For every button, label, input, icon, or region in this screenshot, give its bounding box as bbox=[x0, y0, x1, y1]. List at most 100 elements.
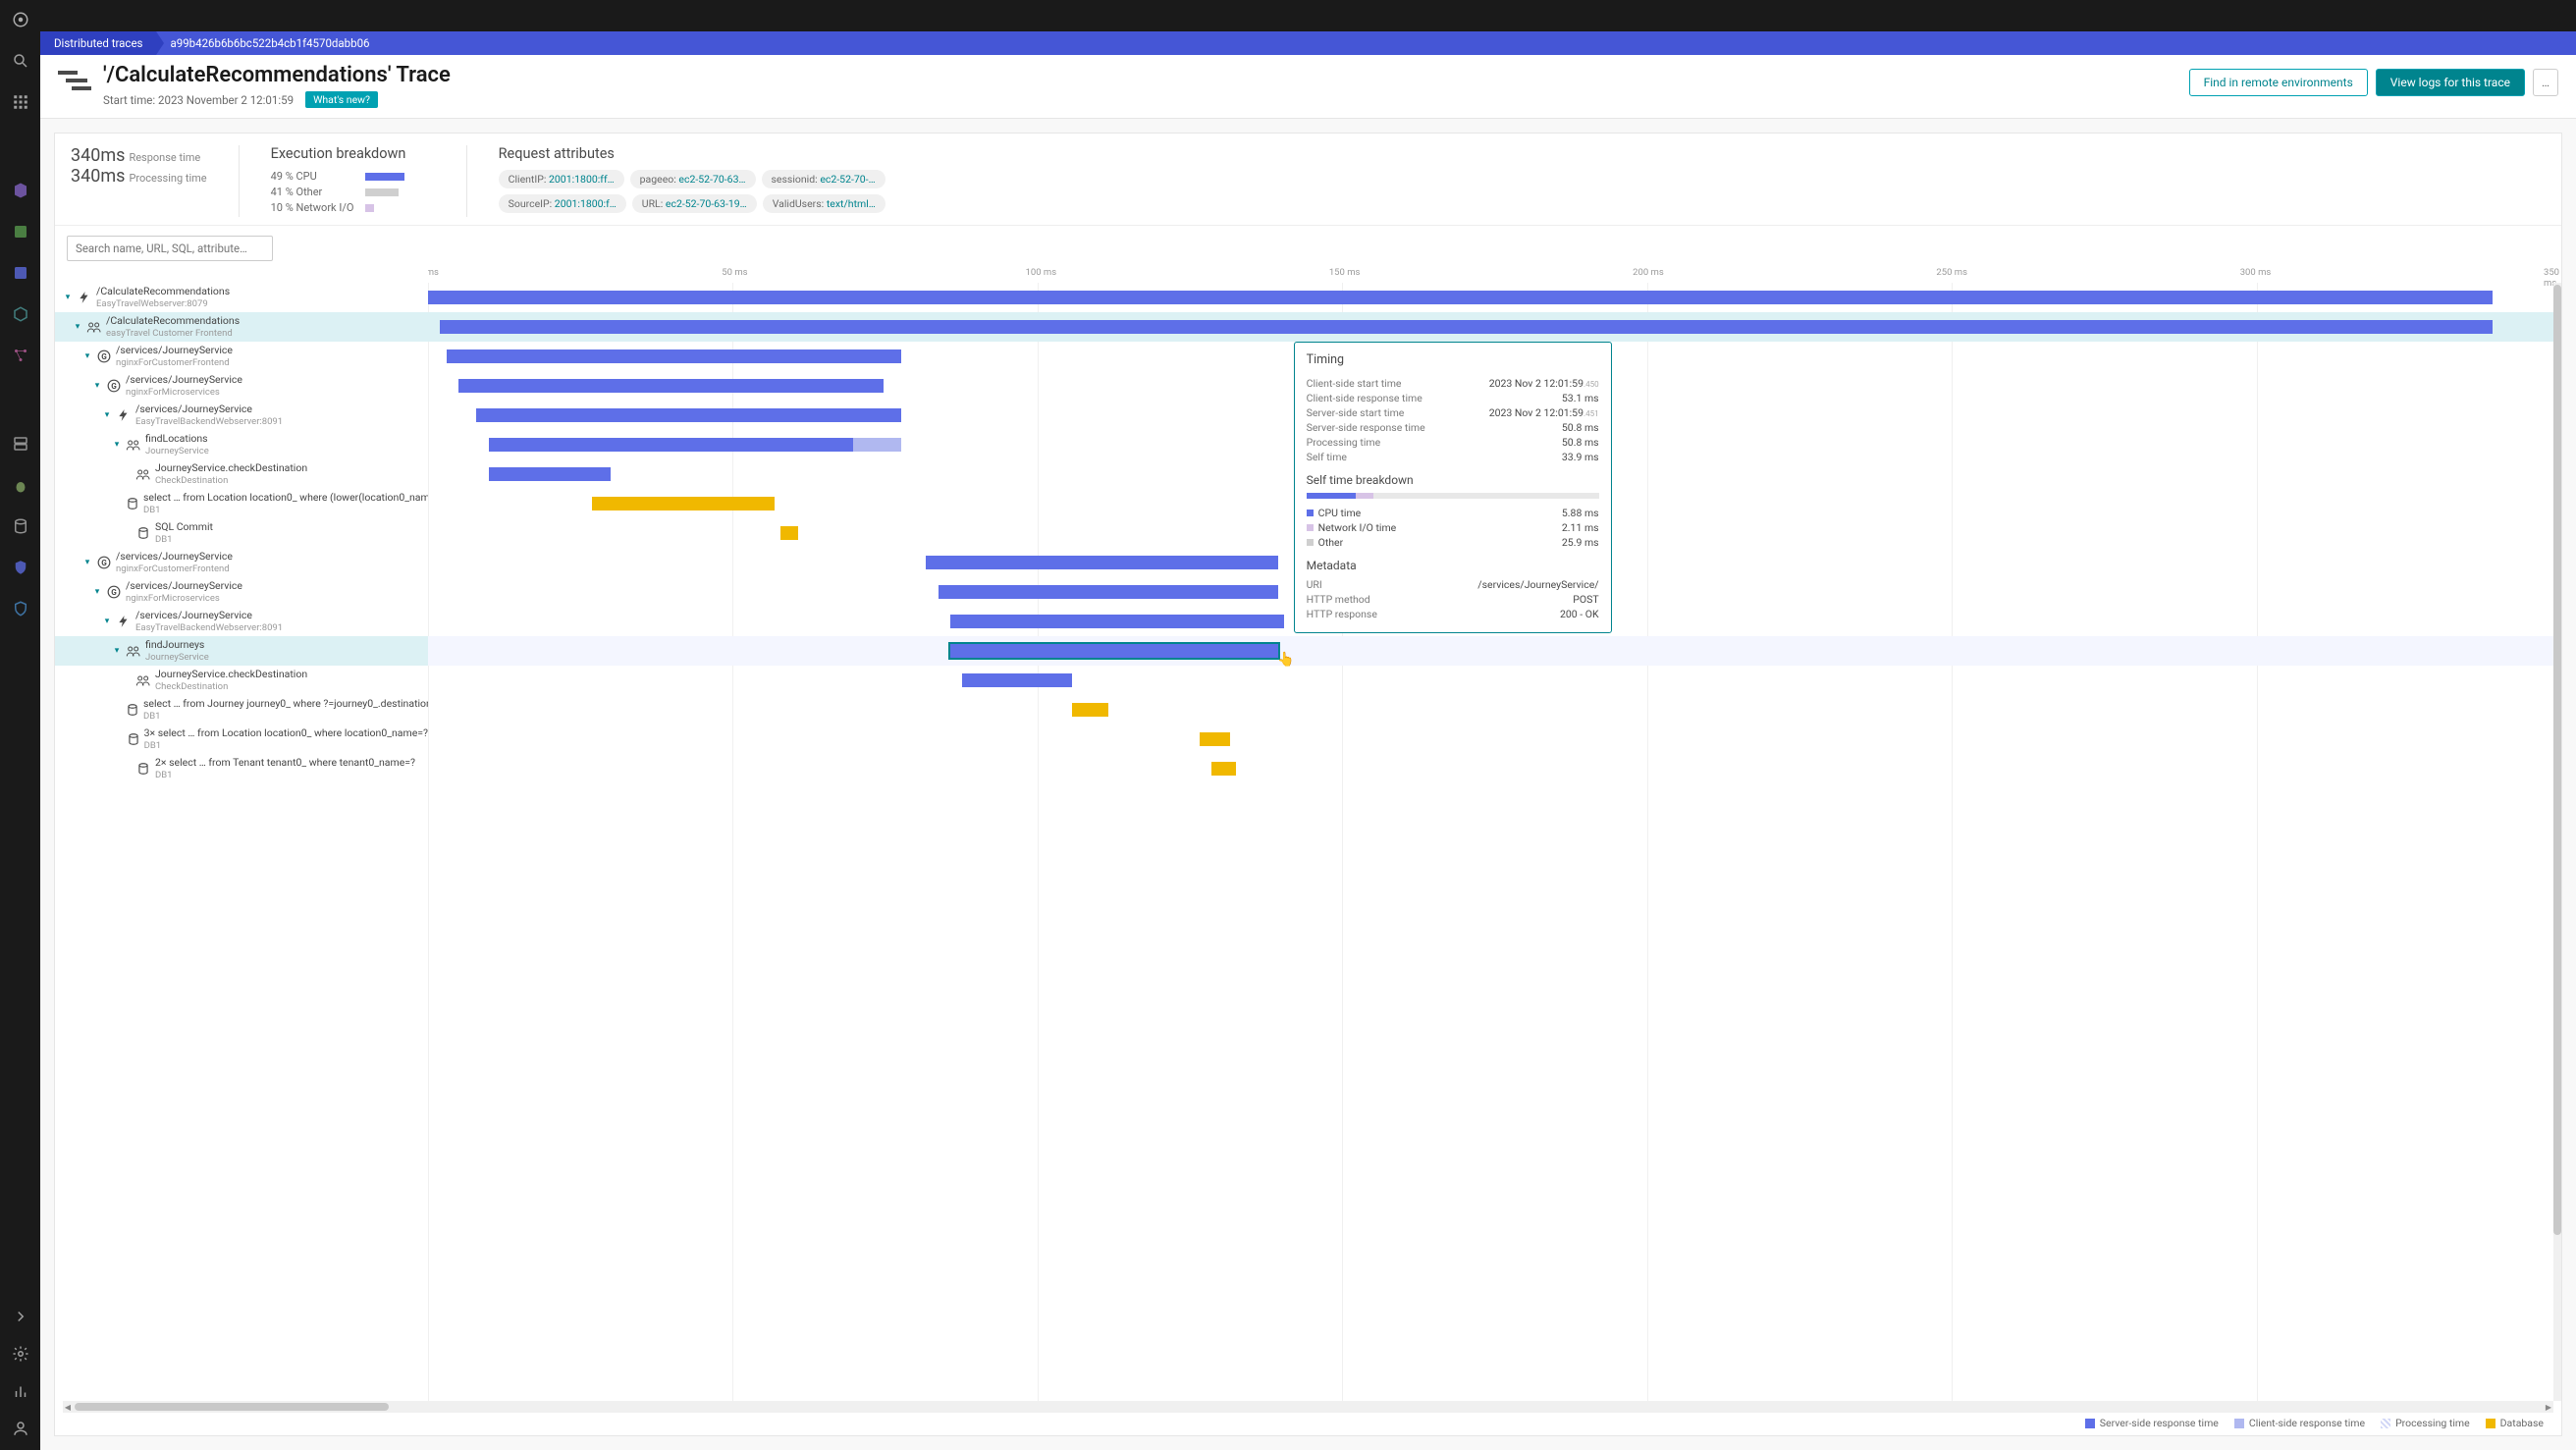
request-attributes-title: Request attributes bbox=[499, 145, 886, 162]
span-tree-row[interactable]: JourneyService.checkDestination CheckDes… bbox=[55, 666, 428, 695]
chevron-down-icon[interactable]: ▾ bbox=[82, 558, 92, 567]
span-bar[interactable] bbox=[939, 585, 1278, 599]
span-bar[interactable] bbox=[1072, 703, 1108, 717]
chevron-down-icon[interactable]: ▾ bbox=[102, 410, 112, 420]
nav-cube-icon[interactable] bbox=[9, 179, 32, 202]
span-bar[interactable] bbox=[926, 556, 1278, 569]
span-bar[interactable] bbox=[780, 526, 799, 540]
nav-lock-icon[interactable] bbox=[9, 597, 32, 620]
nav-dashboard-icon[interactable] bbox=[9, 261, 32, 285]
chevron-down-icon[interactable]: ▾ bbox=[63, 293, 73, 302]
attribute-chip[interactable]: URL: ec2-52-70-63-19… bbox=[632, 194, 757, 213]
axis-tick: 0 ms bbox=[428, 267, 439, 278]
attribute-chip[interactable]: pageeo: ec2-52-70-63… bbox=[630, 170, 756, 188]
span-bar[interactable] bbox=[1200, 732, 1230, 746]
view-logs-button[interactable]: View logs for this trace bbox=[2376, 69, 2525, 96]
span-bar[interactable] bbox=[447, 349, 902, 363]
span-name: select … from Location location0_ where … bbox=[143, 492, 428, 505]
span-bar[interactable] bbox=[592, 497, 775, 510]
span-tree-row[interactable]: select … from Journey journey0_ where ?=… bbox=[55, 695, 428, 725]
span-bar[interactable] bbox=[489, 438, 853, 452]
popup-key: HTTP response bbox=[1307, 608, 1377, 620]
attribute-chip[interactable]: sessionid: ec2-52-70-… bbox=[762, 170, 886, 188]
span-bar[interactable] bbox=[489, 467, 611, 481]
more-button[interactable]: … bbox=[2533, 69, 2558, 96]
span-tree-row[interactable]: ▾ G /services/JourneyService nginxForCus… bbox=[55, 548, 428, 577]
span-tree-row[interactable]: JourneyService.checkDestination CheckDes… bbox=[55, 459, 428, 489]
popup-key: Server-side start time bbox=[1307, 406, 1405, 419]
popup-key: Self time bbox=[1307, 451, 1347, 463]
nav-health-icon[interactable] bbox=[9, 220, 32, 243]
span-bar[interactable] bbox=[428, 291, 2493, 304]
whats-new-badge[interactable]: What's new? bbox=[305, 91, 378, 108]
breadcrumb-root[interactable]: Distributed traces bbox=[40, 31, 156, 55]
nav-db-icon[interactable] bbox=[9, 514, 32, 538]
span-tree-row[interactable]: 3× select … from Location location0_ whe… bbox=[55, 725, 428, 754]
search-icon[interactable] bbox=[9, 49, 32, 73]
span-service: CheckDestination bbox=[155, 681, 307, 692]
timing-popup: TimingClient-side start time2023 Nov 2 1… bbox=[1294, 342, 1612, 633]
span-type-icon bbox=[86, 319, 102, 335]
span-type-icon bbox=[135, 761, 151, 777]
apps-icon[interactable] bbox=[9, 90, 32, 114]
nav-hex-icon[interactable] bbox=[9, 302, 32, 326]
expand-icon[interactable] bbox=[9, 1305, 32, 1328]
span-tree-row[interactable]: ▾ findLocations JourneyService bbox=[55, 430, 428, 459]
span-tree-row[interactable]: 2× select … from Tenant tenant0_ where t… bbox=[55, 754, 428, 783]
stats-icon[interactable] bbox=[9, 1379, 32, 1403]
logo-icon[interactable] bbox=[9, 8, 32, 31]
span-service: easyTravel Customer Frontend bbox=[106, 328, 240, 339]
span-bar[interactable] bbox=[440, 320, 2493, 334]
user-icon[interactable] bbox=[9, 1417, 32, 1440]
chevron-down-icon[interactable]: ▾ bbox=[82, 351, 92, 361]
chevron-down-icon[interactable]: ▾ bbox=[112, 646, 122, 656]
chevron-down-icon[interactable]: ▾ bbox=[92, 587, 102, 597]
popup-self-title: Self time breakdown bbox=[1307, 473, 1599, 487]
nav-shield-icon[interactable] bbox=[9, 556, 32, 579]
settings-icon[interactable] bbox=[9, 1342, 32, 1366]
span-tree-row[interactable]: ▾ G /services/JourneyService nginxForCus… bbox=[55, 342, 428, 371]
find-remote-button[interactable]: Find in remote environments bbox=[2189, 69, 2368, 96]
nav-server-icon[interactable] bbox=[9, 432, 32, 456]
span-type-icon bbox=[126, 437, 141, 453]
processing-time-value: 340ms bbox=[71, 166, 125, 187]
span-bar[interactable] bbox=[476, 408, 901, 422]
span-bar[interactable] bbox=[962, 673, 1071, 687]
span-tree: ▾ /CalculateRecommendations EasyTravelWe… bbox=[55, 265, 428, 1401]
nav-pear-icon[interactable] bbox=[9, 473, 32, 497]
span-tree-row[interactable]: ▾ /CalculateRecommendations EasyTravelWe… bbox=[55, 283, 428, 312]
trace-panel: 340msResponse time 340msProcessing time … bbox=[54, 133, 2562, 1436]
chevron-down-icon[interactable]: ▾ bbox=[73, 322, 82, 332]
attribute-chip[interactable]: ClientIP: 2001:1800:ff… bbox=[499, 170, 624, 188]
span-tree-row[interactable]: SQL Commit DB1 bbox=[55, 518, 428, 548]
span-name: JourneyService.checkDestination bbox=[155, 462, 307, 475]
axis-tick: 250 ms bbox=[1936, 267, 1967, 278]
chevron-down-icon[interactable]: ▾ bbox=[112, 440, 122, 450]
chevron-down-icon[interactable]: ▾ bbox=[102, 617, 112, 626]
breadcrumb-trace-id[interactable]: a99b426b6b6bc522b4cb1f4570dabb06 bbox=[156, 31, 383, 55]
chevron-down-icon[interactable]: ▾ bbox=[92, 381, 102, 391]
trace-icon bbox=[58, 67, 91, 98]
span-tree-row[interactable]: ▾ G /services/JourneyService nginxForMic… bbox=[55, 577, 428, 607]
nav-graph-icon[interactable] bbox=[9, 344, 32, 367]
attribute-chip[interactable]: SourceIP: 2001:1800:f… bbox=[499, 194, 626, 213]
gantt-chart: 0 ms50 ms100 ms150 ms200 ms250 ms300 ms3… bbox=[428, 265, 2561, 1401]
span-tree-row[interactable]: ▾ findJourneys JourneyService bbox=[55, 636, 428, 666]
search-input[interactable] bbox=[67, 236, 273, 261]
vertical-scrollbar[interactable] bbox=[2553, 283, 2561, 1401]
span-tree-row[interactable]: ▾ /services/JourneyService EasyTravelBac… bbox=[55, 401, 428, 430]
span-bar[interactable] bbox=[950, 615, 1284, 628]
self-time-bar bbox=[1307, 493, 1599, 499]
span-tree-row[interactable]: ▾ /services/JourneyService EasyTravelBac… bbox=[55, 607, 428, 636]
attribute-chip[interactable]: ValidUsers: text/html… bbox=[763, 194, 886, 213]
horizontal-scrollbar[interactable]: ◀ ▶ bbox=[63, 1401, 2553, 1413]
span-name: /CalculateRecommendations bbox=[96, 286, 230, 298]
span-bar[interactable] bbox=[1211, 762, 1236, 776]
span-bar[interactable] bbox=[950, 644, 1278, 658]
svg-text:G: G bbox=[101, 351, 107, 361]
span-bar[interactable] bbox=[458, 379, 884, 393]
span-tree-row[interactable]: select … from Location location0_ where … bbox=[55, 489, 428, 518]
processing-time-label: Processing time bbox=[129, 172, 206, 185]
span-tree-row[interactable]: ▾ /CalculateRecommendations easyTravel C… bbox=[55, 312, 428, 342]
span-tree-row[interactable]: ▾ G /services/JourneyService nginxForMic… bbox=[55, 371, 428, 401]
